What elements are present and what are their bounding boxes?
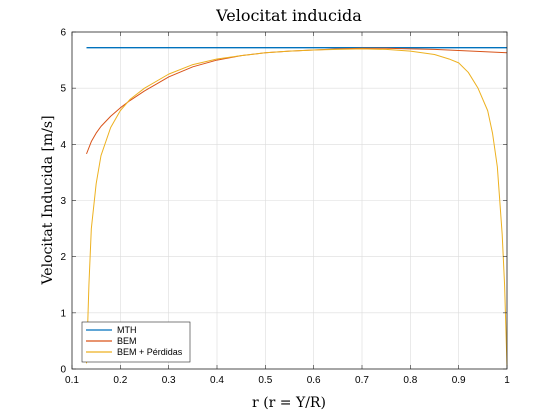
y-tick-label: 4 bbox=[60, 140, 66, 151]
x-tick-label: 0.4 bbox=[210, 375, 224, 386]
chart-title: Velocitat inducida bbox=[215, 6, 362, 25]
series-line-3 bbox=[86, 48, 508, 367]
series-line-2 bbox=[86, 47, 508, 155]
x-tick-label: 0.2 bbox=[113, 375, 127, 386]
x-axis-label: r (r = Y/R) bbox=[252, 395, 326, 411]
x-tick-label: 0.6 bbox=[307, 375, 321, 386]
x-tick-label: 0.9 bbox=[452, 375, 466, 386]
legend-label: MTH bbox=[117, 325, 137, 335]
x-tick-label: 0.8 bbox=[403, 375, 417, 386]
legend-box bbox=[81, 321, 191, 363]
legend-label: BEM bbox=[117, 336, 137, 346]
x-tick-label: 0.5 bbox=[258, 375, 272, 386]
y-tick-label: 5 bbox=[60, 84, 66, 95]
x-tick-label: 0.1 bbox=[65, 375, 79, 386]
legend-label: BEM + Pérdidas bbox=[117, 347, 183, 357]
x-tick-label: 1 bbox=[504, 375, 510, 386]
y-tick-label: 2 bbox=[60, 252, 66, 263]
x-tick-label: 0.7 bbox=[355, 375, 369, 386]
y-tick-label: 3 bbox=[60, 196, 66, 207]
x-tick-label: 0.3 bbox=[162, 375, 176, 386]
y-tick-label: 6 bbox=[60, 28, 66, 39]
y-tick-label: 0 bbox=[60, 365, 66, 376]
y-axis-label: Velocitat Inducida [m/s] bbox=[40, 115, 56, 285]
series-lines bbox=[86, 47, 508, 367]
y-tick-label: 1 bbox=[60, 308, 66, 319]
axis-ticks: 0.1 0.2 0.3 0.4 0.5 0.6 0.7 0.8 0.9 1 0 1 2 3 4 5 6 bbox=[60, 28, 510, 387]
